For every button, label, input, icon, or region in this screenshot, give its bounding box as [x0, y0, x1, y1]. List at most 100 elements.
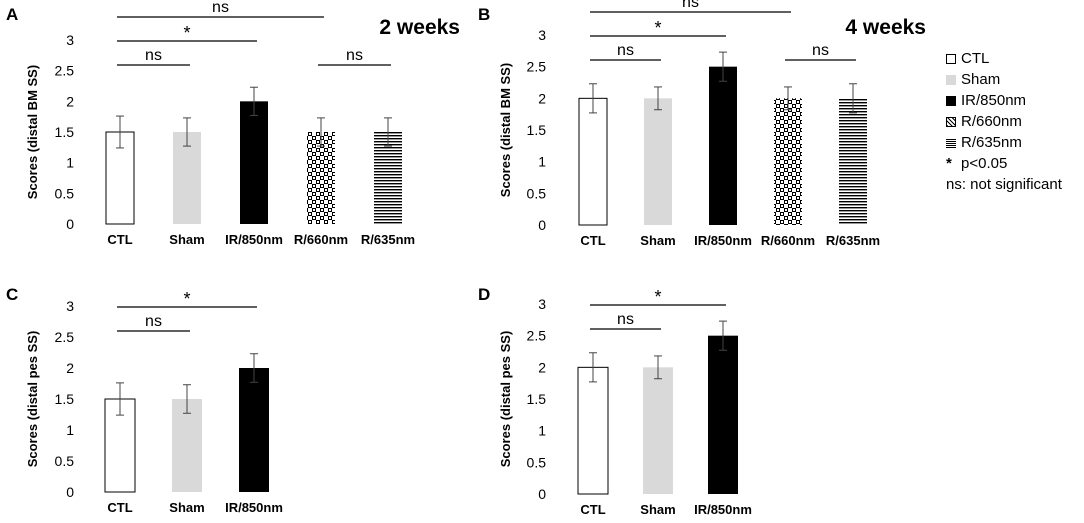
panel-c-bar-ir: [239, 368, 269, 492]
panel-b-ytick-4: 2: [538, 90, 546, 106]
panel-d-bar-ctl: [577, 366, 609, 495]
panel-d-errorbar-ir: [719, 320, 727, 351]
panel-a-errorbar-ctl: [116, 115, 124, 149]
panel-a-comparison-label-1: *: [183, 23, 190, 43]
panel-d-ylabel: Scores (distal pes SS): [498, 331, 513, 468]
panel-a-bar-r660: [307, 132, 335, 224]
panel-b-xtick-sham: Sham: [640, 233, 675, 248]
panel-b-comparison-label-3: ns: [812, 42, 829, 59]
panel-d-ytick-2: 1: [538, 423, 546, 439]
panel-a-ytick-6: 3: [66, 32, 74, 48]
panel-b-comparison-label-0: ns: [617, 42, 634, 59]
legend-label-r660: R/660nm: [961, 113, 1022, 130]
panel-c-ytick-6: 3: [66, 298, 74, 314]
panel-b-errorbar-ir: [719, 51, 727, 82]
panel-c-ytick-2: 1: [66, 422, 74, 438]
legend-label-r635: R/635nm: [961, 134, 1022, 151]
panel-a-xtick-ir: IR/850nm: [225, 232, 283, 247]
legend-label-ir: IR/850nm: [961, 92, 1027, 109]
panel-d-ytick-0: 0: [538, 486, 546, 502]
panel-b-errorbar-sham: [654, 86, 662, 111]
panel-b-bar-r660: [774, 98, 802, 225]
panel-c-ytick-3: 1.5: [55, 391, 75, 407]
panel-a-bar-ir: [240, 101, 268, 224]
panel-c-errorbar-sham: [183, 384, 191, 414]
panel-b-comparison-label-2: ns: [682, 0, 699, 11]
panel-a-ytick-0: 0: [66, 216, 74, 232]
panel-d-xtick-sham: Sham: [640, 502, 675, 517]
panel-b-xtick-ir: IR/850nm: [694, 233, 752, 248]
panel-a-errorbar-r660: [317, 117, 325, 147]
panel-b-errorbar-ctl: [589, 83, 597, 114]
panel-a-xtick-r635: R/635nm: [361, 232, 415, 247]
panel-a-errorbar-r635: [384, 117, 392, 147]
panel-b-errorbar-r660: [784, 86, 792, 111]
legend-swatch-ir: [946, 96, 956, 107]
legend-swatch-ctl: [946, 54, 956, 65]
panel-d-errorbar-sham: [654, 355, 662, 380]
panel-c-xtick-ir: IR/850nm: [225, 500, 283, 515]
panel-d-comparison-label-1: *: [654, 287, 661, 307]
panel-a-ytick-2: 1: [66, 155, 74, 171]
legend-note-significance: * p<0.05: [946, 153, 1082, 174]
legend-note-ns: ns: not significant: [946, 174, 1082, 195]
panel-c-errorbar-ctl: [116, 382, 124, 416]
panel-a-bar-r635: [374, 132, 402, 224]
panel-b-letter: B: [478, 5, 490, 24]
panel-b-bar-r635: [839, 98, 867, 225]
panel-a-ytick-3: 1.5: [55, 124, 75, 140]
panel-b-ytick-1: 0.5: [527, 185, 547, 201]
panel-b-bar-ctl: [578, 97, 608, 226]
panel-a-letter: A: [6, 5, 18, 24]
panel-d-chart: D Scores (distal pes SS) 0 0.5 1 1.5 2 2.5 3 CTL S…: [478, 285, 752, 517]
panel-a-title: 2 weeks: [379, 16, 460, 39]
panel-a-xtick-sham: Sham: [169, 232, 204, 247]
panel-a-ytick-4: 2: [66, 93, 74, 109]
panel-a-ytick-1: 0.5: [55, 185, 75, 201]
panel-a-comparison-label-3: ns: [346, 47, 363, 64]
panel-b-errorbar-r635: [849, 83, 857, 114]
panel-d-ytick-1: 0.5: [527, 454, 547, 470]
panel-c-errorbar-ir: [250, 353, 258, 383]
panel-a-comparison-label-2: ns: [212, 0, 229, 16]
legend-item-ir: IR/850nm: [946, 90, 1082, 111]
panel-b-ytick-6: 3: [538, 27, 546, 43]
panel-d-errorbar-ctl: [589, 352, 597, 383]
panel-a-errorbar-sham: [183, 117, 191, 147]
panel-c-ytick-1: 0.5: [55, 453, 75, 469]
panel-d-comparison-label-0: ns: [617, 311, 634, 328]
panel-d-xtick-ir: IR/850nm: [694, 502, 752, 517]
legend-note-ns-text: ns: not significant: [946, 176, 1062, 193]
panel-b-ytick-5: 2.5: [527, 59, 547, 75]
panel-a-chart: A 2 weeks Scores (distal BM SS) 0 0.5 1 1.5 2 2.…: [6, 0, 460, 247]
legend-note-symbol: *: [946, 155, 952, 172]
legend-swatch-r660: [946, 117, 956, 128]
legend-item-r635: R/635nm: [946, 132, 1082, 153]
panel-d-ytick-5: 2.5: [527, 328, 547, 344]
panel-a-comparison-label-0: ns: [145, 47, 162, 64]
panel-a-bar-sham: [173, 132, 201, 224]
legend-note-text: p<0.05: [961, 155, 1008, 172]
panel-d-bar-sham: [643, 367, 673, 494]
panel-a-ytick-5: 2.5: [55, 63, 75, 79]
panel-d-xtick-ctl: CTL: [580, 502, 605, 517]
panel-d-letter: D: [478, 285, 490, 304]
panel-b-bar-ir: [709, 66, 737, 226]
panel-c-letter: C: [6, 285, 18, 304]
panel-a-xtick-ctl: CTL: [107, 232, 132, 247]
legend-item-sham: Sham: [946, 69, 1082, 90]
legend-item-ctl: CTL: [946, 48, 1082, 69]
panel-d-ytick-6: 3: [538, 296, 546, 312]
panel-b-chart: B 4 weeks Scores (distal BM SS) 0 0.5 1 1.5 2 2.…: [478, 0, 926, 248]
panel-c-comparison-label-0: ns: [145, 313, 162, 330]
panel-c-bar-sham: [172, 399, 202, 492]
legend-swatch-sham: [946, 75, 956, 86]
panel-b-ytick-0: 0: [538, 217, 546, 233]
panel-b-xtick-r635: R/635nm: [826, 233, 880, 248]
panel-b-ytick-2: 1: [538, 154, 546, 170]
panel-b-ytick-3: 1.5: [527, 122, 547, 138]
panel-c-comparison-label-1: *: [183, 289, 190, 309]
panel-b-ylabel: Scores (distal BM SS): [498, 63, 513, 197]
legend-swatch-r635: [946, 138, 956, 149]
legend-label-sham: Sham: [961, 71, 1001, 88]
